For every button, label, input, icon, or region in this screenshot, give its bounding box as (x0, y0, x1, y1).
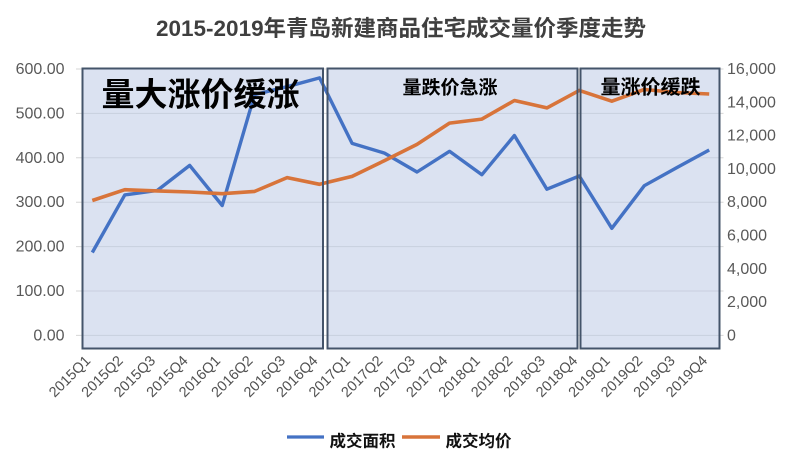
svg-text:4,000: 4,000 (727, 261, 767, 278)
svg-text:400.00: 400.00 (16, 150, 65, 167)
svg-text:12,000: 12,000 (727, 128, 776, 145)
svg-text:300.00: 300.00 (16, 194, 65, 211)
svg-text:8,000: 8,000 (727, 194, 767, 211)
svg-text:16,000: 16,000 (727, 61, 776, 78)
svg-text:2,000: 2,000 (727, 294, 767, 311)
svg-text:100.00: 100.00 (16, 283, 65, 300)
svg-text:2015-2019: 2015-2019 (156, 16, 264, 41)
svg-text:600.00: 600.00 (16, 61, 65, 78)
svg-text:6,000: 6,000 (727, 228, 767, 245)
svg-text:0: 0 (727, 327, 736, 344)
svg-text:14,000: 14,000 (727, 94, 776, 111)
svg-text:500.00: 500.00 (16, 105, 65, 122)
svg-text:200.00: 200.00 (16, 239, 65, 256)
svg-text:0.00: 0.00 (33, 327, 64, 344)
svg-text:10,000: 10,000 (727, 161, 776, 178)
